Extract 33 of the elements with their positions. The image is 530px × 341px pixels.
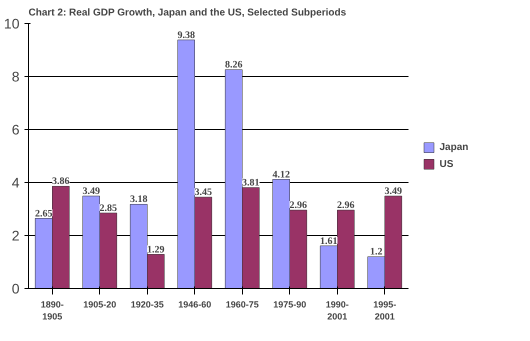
legend-label: Japan xyxy=(440,142,468,154)
data-label: 1.2 xyxy=(370,246,382,258)
data-label: 3.86 xyxy=(52,176,70,188)
data-label: 9.38 xyxy=(177,30,195,41)
x-tick-label: 1920-35 xyxy=(130,300,164,310)
data-label: 3.18 xyxy=(130,194,148,206)
y-tick-label: 10 xyxy=(4,16,20,32)
data-label: 2.96 xyxy=(337,200,355,212)
data-label: 4.12 xyxy=(272,169,290,180)
chart-title: Chart 2: Real GDP Growth, Japan and the US, Selected Subperiods xyxy=(28,8,347,18)
data-label: 1.29 xyxy=(147,244,165,256)
data-label: 3.49 xyxy=(82,186,100,198)
data-label: 1.61 xyxy=(320,236,338,247)
y-tick-label: 0 xyxy=(12,280,20,296)
y-tick-label: 2 xyxy=(12,228,20,244)
data-label: 2.96 xyxy=(290,200,308,212)
x-tick-label: 1995- 2001 xyxy=(373,300,396,322)
x-tick-label: 1946-60 xyxy=(178,300,212,310)
data-label: 3.49 xyxy=(384,186,402,198)
y-tick-label: 8 xyxy=(12,68,20,84)
x-tick-label: 1975-90 xyxy=(273,300,306,310)
y-tick-label: 6 xyxy=(12,122,20,138)
data-label: 8.26 xyxy=(224,60,242,71)
x-tick-label: 1890- 1905 xyxy=(40,300,64,322)
legend-label: US xyxy=(440,158,454,170)
x-tick-label: 1960-75 xyxy=(226,300,259,310)
x-tick-label: 1990- 2001 xyxy=(326,300,349,322)
data-label: 3.45 xyxy=(194,187,212,198)
data-label: 2.85 xyxy=(100,202,118,214)
y-tick-label: 4 xyxy=(12,174,20,190)
x-tick-label: 1905-20 xyxy=(83,300,116,310)
data-label: 2.65 xyxy=(34,208,52,220)
data-label: 3.81 xyxy=(242,178,260,189)
